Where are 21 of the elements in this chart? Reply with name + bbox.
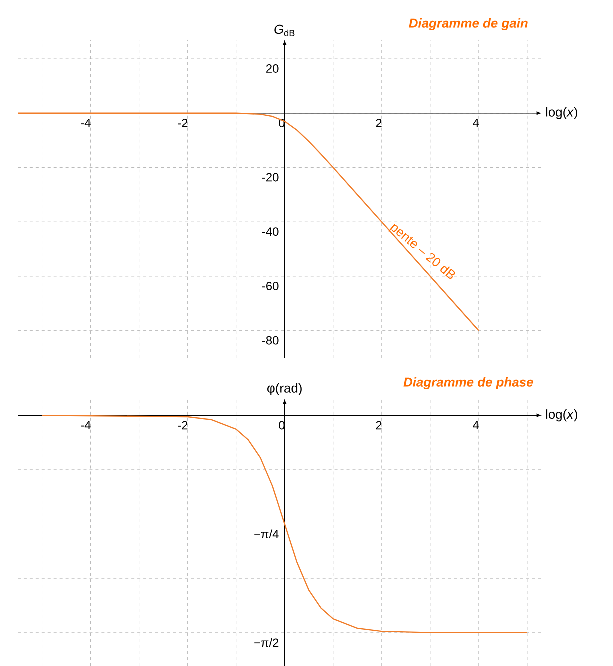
chart-title: Diagramme de phase [404, 377, 534, 390]
chart-title: Diagramme de gain [409, 18, 528, 30]
y-tick-label: -60 [262, 282, 279, 290]
y-tick-label: -40 [262, 228, 279, 236]
y-tick-label: -20 [262, 173, 279, 182]
x-tick-label: -2 [178, 421, 188, 430]
x-tick-label: -4 [81, 119, 91, 128]
x-tick-label: 4 [473, 421, 480, 430]
y-axis-title: G$_{dB}$ [274, 24, 295, 36]
y-tick-label: -80 [262, 336, 279, 345]
x-axis-title: log(x) [546, 410, 578, 422]
y-tick-label: −π/2 [254, 638, 279, 648]
y-tick-label: 20 [266, 64, 279, 73]
x-tick-label: 2 [376, 421, 382, 430]
x-tick-label: -4 [81, 421, 91, 430]
y-axis-title: φ(rad) [268, 383, 302, 396]
x-tick-label: 2 [376, 119, 382, 128]
x-tick-label: -2 [178, 119, 188, 128]
x-axis-title: log(x) [546, 107, 578, 120]
y-tick-label: −π/4 [254, 530, 279, 539]
x-tick-label: 4 [473, 119, 480, 128]
